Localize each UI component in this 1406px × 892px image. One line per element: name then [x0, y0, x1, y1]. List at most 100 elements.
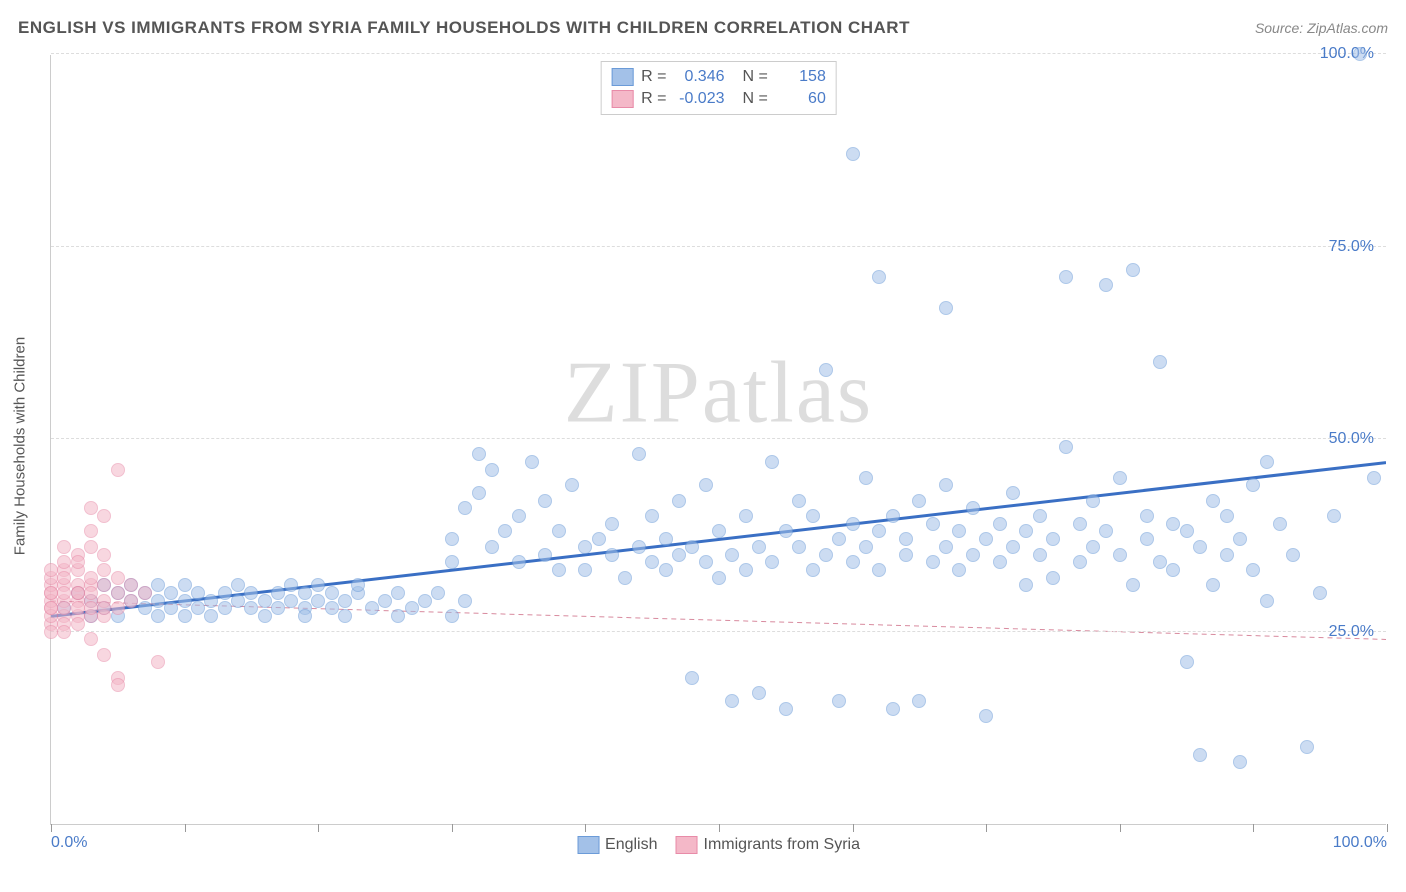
n-value: 158	[776, 68, 826, 86]
x-tick	[986, 824, 987, 832]
x-tick	[1387, 824, 1388, 832]
data-point	[512, 555, 526, 569]
data-point	[391, 609, 405, 623]
x-tick	[185, 824, 186, 832]
data-point	[71, 601, 85, 615]
data-point	[1153, 555, 1167, 569]
y-axis-label: Family Households with Children	[12, 337, 29, 555]
data-point	[739, 563, 753, 577]
data-point	[1260, 594, 1274, 608]
data-point	[84, 586, 98, 600]
data-point	[44, 625, 58, 639]
data-point	[151, 594, 165, 608]
data-point	[1033, 509, 1047, 523]
data-point	[592, 532, 606, 546]
data-point	[44, 563, 58, 577]
data-point	[311, 578, 325, 592]
y-tick-label: 50.0%	[1329, 430, 1374, 448]
series-swatch	[611, 90, 633, 108]
data-point	[886, 702, 900, 716]
data-point	[84, 601, 98, 615]
data-point	[485, 540, 499, 554]
data-point	[472, 447, 486, 461]
legend-swatch	[577, 836, 599, 854]
data-point	[645, 509, 659, 523]
data-point	[912, 494, 926, 508]
data-point	[124, 594, 138, 608]
stats-row: R =-0.023N =60	[611, 88, 826, 110]
data-point	[1193, 540, 1207, 554]
chart-container: ENGLISH VS IMMIGRANTS FROM SYRIA FAMILY …	[0, 0, 1406, 892]
data-point	[939, 478, 953, 492]
data-point	[498, 524, 512, 538]
data-point	[111, 463, 125, 477]
data-point	[1166, 563, 1180, 577]
data-point	[325, 586, 339, 600]
data-point	[244, 601, 258, 615]
data-point	[886, 509, 900, 523]
data-point	[993, 555, 1007, 569]
gridline	[51, 53, 1386, 54]
data-point	[725, 548, 739, 562]
stats-row: R =0.346N =158	[611, 66, 826, 88]
data-point	[378, 594, 392, 608]
data-point	[1099, 524, 1113, 538]
series-swatch	[611, 68, 633, 86]
data-point	[365, 601, 379, 615]
data-point	[151, 609, 165, 623]
data-point	[1006, 540, 1020, 554]
data-point	[391, 586, 405, 600]
data-point	[178, 594, 192, 608]
x-tick	[51, 824, 52, 832]
regression-lines	[51, 55, 1386, 824]
data-point	[538, 494, 552, 508]
data-point	[1059, 440, 1073, 454]
data-point	[1086, 494, 1100, 508]
data-point	[178, 578, 192, 592]
data-point	[1019, 578, 1033, 592]
data-point	[1220, 509, 1234, 523]
legend-item: Immigrants from Syria	[676, 836, 860, 854]
data-point	[632, 447, 646, 461]
data-point	[258, 609, 272, 623]
data-point	[899, 532, 913, 546]
data-point	[458, 501, 472, 515]
data-point	[645, 555, 659, 569]
data-point	[552, 563, 566, 577]
data-point	[1367, 471, 1381, 485]
data-point	[806, 563, 820, 577]
data-point	[765, 555, 779, 569]
x-tick	[1120, 824, 1121, 832]
data-point	[325, 601, 339, 615]
data-point	[57, 586, 71, 600]
data-point	[752, 540, 766, 554]
data-point	[672, 494, 686, 508]
data-point	[859, 471, 873, 485]
data-point	[271, 601, 285, 615]
data-point	[939, 301, 953, 315]
data-point	[57, 625, 71, 639]
data-point	[1073, 517, 1087, 531]
watermark: ZIPatlas	[564, 343, 873, 444]
data-point	[298, 586, 312, 600]
data-point	[1166, 517, 1180, 531]
data-point	[1153, 355, 1167, 369]
legend-swatch	[676, 836, 698, 854]
data-point	[806, 509, 820, 523]
source-label: Source: ZipAtlas.com	[1255, 20, 1388, 36]
data-point	[926, 517, 940, 531]
data-point	[779, 524, 793, 538]
data-point	[178, 609, 192, 623]
data-point	[872, 524, 886, 538]
data-point	[1206, 494, 1220, 508]
data-point	[1353, 47, 1367, 61]
y-tick-label: 25.0%	[1329, 623, 1374, 641]
data-point	[84, 501, 98, 515]
data-point	[231, 594, 245, 608]
plot-area: ZIPatlas R =0.346N =158R =-0.023N =60 En…	[50, 55, 1386, 825]
data-point	[1300, 740, 1314, 754]
data-point	[846, 555, 860, 569]
data-point	[1126, 578, 1140, 592]
data-point	[779, 702, 793, 716]
data-point	[565, 478, 579, 492]
